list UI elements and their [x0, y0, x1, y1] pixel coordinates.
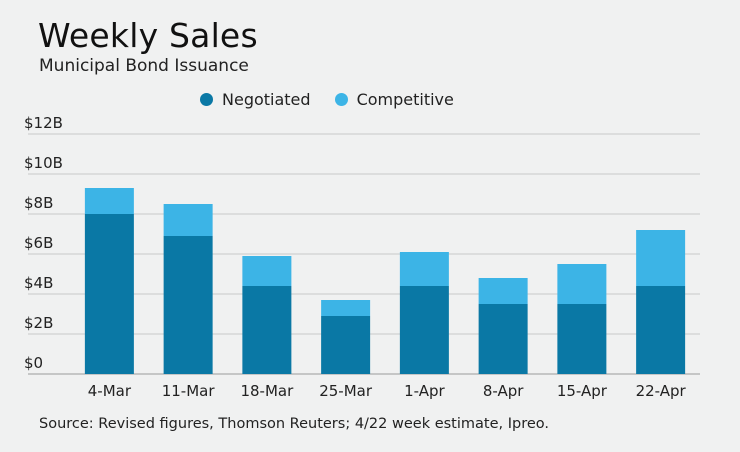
bar-competitive: [399, 252, 449, 286]
x-tick-label: 4-Mar: [88, 382, 132, 400]
legend-swatch-competitive: [334, 93, 348, 106]
legend-swatch-negotiated: [200, 93, 213, 106]
legend: Negotiated Competitive: [200, 90, 478, 109]
bar-competitive: [636, 230, 686, 286]
legend-label-competitive: Competitive: [356, 90, 454, 109]
bar-negotiated: [478, 304, 528, 374]
y-tick-label: $8B: [24, 194, 53, 212]
x-tick-label: 22-Apr: [636, 382, 687, 400]
x-tick-label: 11-Mar: [162, 382, 216, 400]
x-tick-label: 15-Apr: [557, 382, 608, 400]
chart-title: Weekly Sales: [38, 16, 258, 55]
bar-competitive: [163, 204, 213, 236]
source-note: Source: Revised figures, Thomson Reuters…: [39, 416, 549, 432]
legend-label-negotiated: Negotiated: [222, 90, 311, 109]
y-tick-label: $10B: [24, 154, 63, 172]
bar-competitive: [478, 278, 528, 304]
bar-negotiated: [163, 236, 213, 374]
bar-negotiated: [321, 316, 371, 374]
bar-competitive: [242, 256, 292, 286]
bar-negotiated: [636, 286, 686, 374]
bar-negotiated: [399, 286, 449, 374]
y-tick-label: $6B: [24, 234, 53, 252]
bar-competitive: [84, 188, 134, 214]
x-tick-label: 1-Apr: [404, 382, 445, 400]
x-tick-label: 8-Apr: [483, 382, 524, 400]
y-tick-label: $4B: [24, 274, 53, 292]
bar-negotiated: [557, 304, 607, 374]
bar-competitive: [557, 264, 607, 304]
x-tick-label: 25-Mar: [319, 382, 373, 400]
x-tick-label: 18-Mar: [240, 382, 294, 400]
bar-negotiated: [242, 286, 292, 374]
bar-negotiated: [84, 214, 134, 374]
chart-subtitle: Municipal Bond Issuance: [39, 56, 249, 76]
legend-item-negotiated: Negotiated: [200, 90, 311, 109]
bar-competitive: [321, 300, 371, 316]
legend-item-competitive: Competitive: [334, 90, 454, 109]
y-tick-label: $2B: [24, 314, 53, 332]
y-tick-label: $0: [24, 354, 43, 372]
y-tick-label: $12B: [24, 114, 63, 132]
